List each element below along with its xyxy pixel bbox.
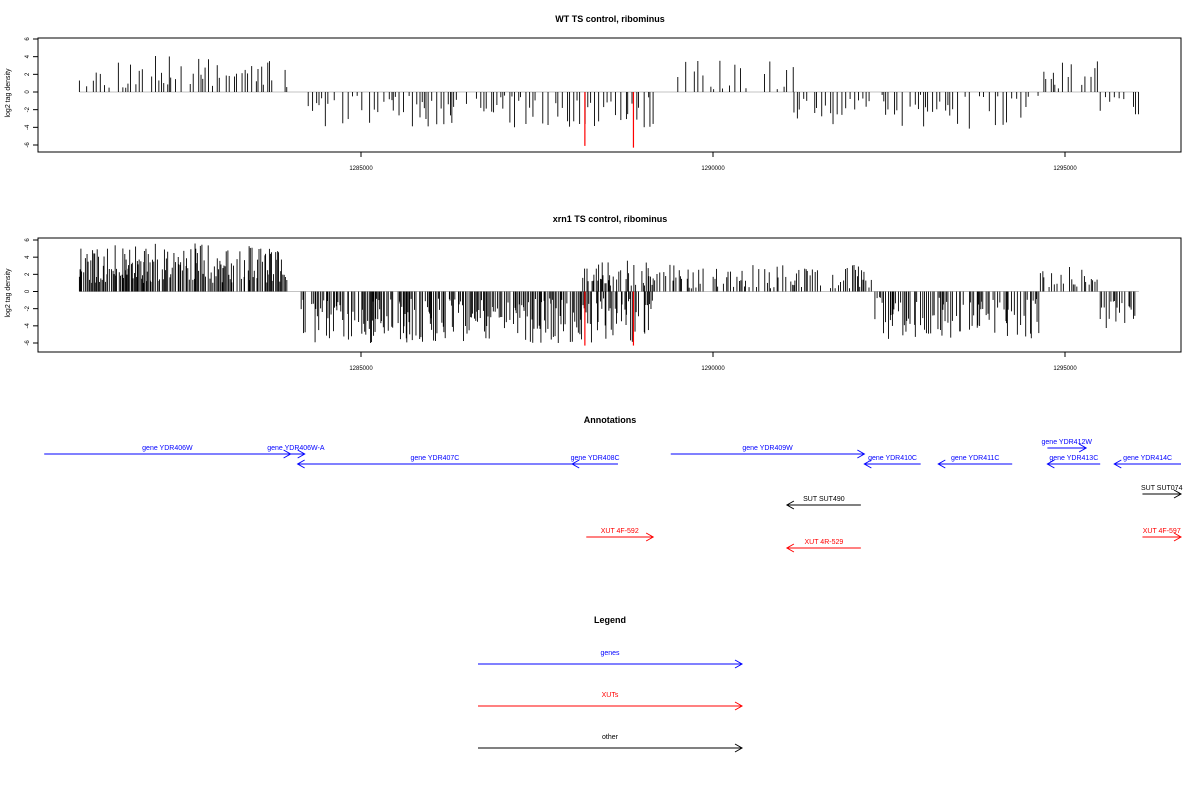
legend-label: XUTs [602,692,619,699]
y-tick-label: 4 [25,255,31,259]
legend-arrowhead [734,743,744,753]
density-bars [78,243,1139,346]
feature-gene-ydr413c: gene YDR413C [1046,455,1101,469]
feature-gene-ydr406w: gene YDR406W [44,445,292,459]
x-tick-label: 1295000 [1053,166,1077,172]
feature-label: gene YDR406W [142,445,193,452]
feature-arrowhead [297,449,306,459]
feature-sut-sut074: SUT SUT074 [1141,485,1183,499]
feature-label: gene YDR414C [1123,455,1172,462]
feature-label: SUT SUT074 [1141,485,1183,492]
feature-label: XUT 4F-597 [1143,528,1181,535]
annotations-track: Annotations gene YDR406W gene YDR406W-Age… [44,415,1183,553]
feature-arrowhead [1046,459,1055,469]
feature-label: XUT 4R-529 [804,539,843,546]
feature-label: XUT 4F-592 [601,528,639,535]
feature-sut-sut490: SUT SUT490 [785,496,861,510]
x-tick-label: 1285000 [349,366,373,372]
feature-gene-ydr407c: gene YDR407C [296,455,573,469]
feature-arrowhead [571,459,580,469]
feature-gene-ydr411c: gene YDR411C [937,455,1013,469]
legend-item-xuts: XUTs [478,692,744,711]
feature-xut-4f-592: XUT 4F-592 [586,528,655,542]
feature-arrowhead [1173,532,1183,542]
panel-title: xrn1 TS control, ribominus [553,214,668,224]
legend-item-genes: genes [478,650,744,669]
feature-gene-ydr409w: gene YDR409W [670,445,866,459]
y-tick-label: 6 [25,238,31,242]
y-ticks: -6 -4 -2 0 2 4 6 [25,37,38,148]
feature-label: gene YDR411C [951,455,999,462]
annotations-title: Annotations [584,415,637,425]
feature-arrowhead [296,459,305,469]
legend-arrowhead [734,659,744,669]
feature-arrowhead [645,532,655,542]
y-tick-label: -4 [25,124,31,130]
feature-label: gene YDR413C [1049,455,1098,462]
x-ticks: 1285000 1290000 1295000 [349,352,1077,372]
legend-arrowhead [734,701,744,711]
legend-items: genes XUTs other [478,650,744,753]
feature-gene-ydr406w-a: gene YDR406W-A [267,445,325,459]
feature-arrowhead [1173,489,1183,499]
y-tick-label: 6 [25,37,31,41]
plot-frame [37,37,1182,153]
density-bars [78,55,1139,148]
feature-arrowhead [937,459,946,469]
x-tick-label: 1290000 [701,366,725,372]
y-tick-label: 0 [25,90,31,94]
y-tick-label: -2 [25,106,31,112]
feature-gene-ydr414c: gene YDR414C [1113,455,1181,469]
y-tick-label: -2 [25,305,31,311]
feature-gene-ydr408c: gene YDR408C [571,455,620,469]
y-tick-label: 2 [25,272,31,276]
plot-frame [37,237,1182,353]
feature-label: gene YDR409W [742,445,793,452]
x-tick-label: 1290000 [701,166,725,172]
feature-gene-ydr412w: gene YDR412W [1042,439,1093,453]
y-ticks: -6 -4 -2 0 2 4 6 [25,238,38,346]
feature-arrowhead [1078,443,1088,453]
feature-arrowhead [863,459,872,469]
y-axis-label: log2 tag density [5,68,12,118]
xrn1-density-panel: xrn1 TS control, ribominus log2 tag dens… [5,214,1182,372]
x-ticks: 1285000 1290000 1295000 [349,152,1077,172]
feature-label: gene YDR407C [410,455,459,462]
feature-arrowhead [785,500,795,510]
feature-list: gene YDR406W gene YDR406W-A gene YDR407C ge… [44,439,1183,553]
y-tick-label: -6 [25,142,31,148]
wt-density-panel: WT TS control, ribominus log2 tag densit… [5,14,1182,172]
feature-label: gene YDR408C [571,455,620,462]
feature-xut-4f-597: XUT 4F-597 [1142,528,1183,542]
feature-arrowhead [857,449,866,459]
legend-item-other: other [478,734,744,753]
panel-title: WT TS control, ribominus [555,14,665,24]
y-axis-label: log2 tag density [5,268,12,318]
x-tick-label: 1295000 [1053,366,1077,372]
feature-label: SUT SUT490 [803,496,845,503]
legend: Legend genes XUTs other [478,615,744,753]
legend-title: Legend [594,615,626,625]
feature-xut-4r-529: XUT 4R-529 [785,539,861,553]
feature-label: gene YDR412W [1042,439,1093,446]
legend-label: genes [600,650,620,657]
y-tick-label: 2 [25,72,31,76]
feature-arrowhead [1113,459,1122,469]
y-tick-label: -6 [25,340,31,346]
y-tick-label: 4 [25,54,31,58]
feature-label: gene YDR406W-A [267,445,325,452]
y-tick-label: 0 [25,289,31,293]
feature-label: gene YDR410C [868,455,917,462]
feature-gene-ydr410c: gene YDR410C [863,455,921,469]
y-tick-label: -4 [25,323,31,329]
legend-label: other [602,734,619,741]
x-tick-label: 1285000 [349,166,373,172]
feature-arrowhead [785,543,795,553]
